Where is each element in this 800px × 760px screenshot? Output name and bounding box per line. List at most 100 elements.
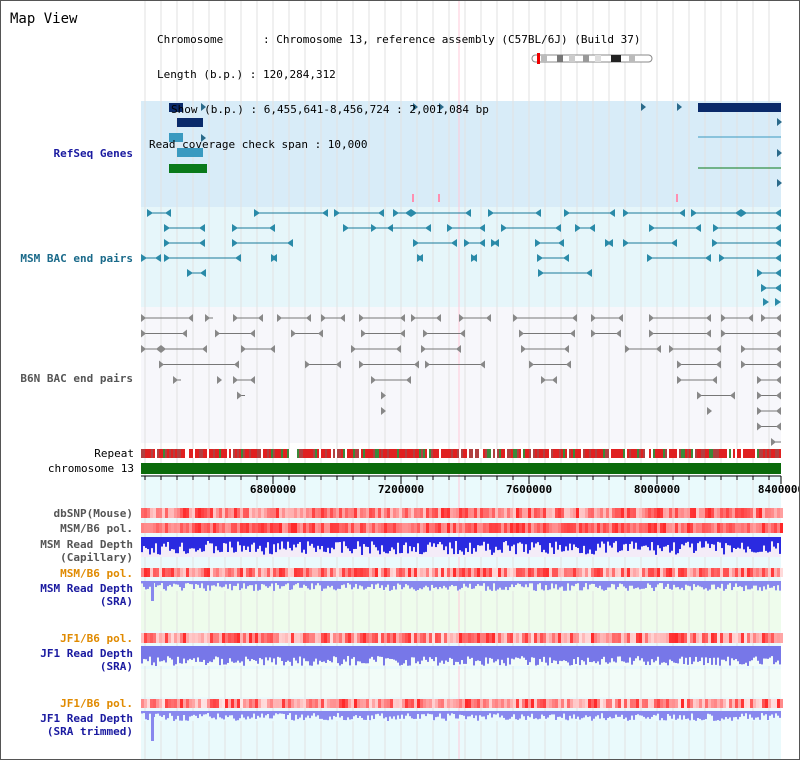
depth-bar <box>391 537 393 548</box>
msm-bac-features[interactable] <box>141 209 781 306</box>
refseq-genes-label: RefSeq Genes <box>53 147 133 160</box>
depth-bar <box>763 537 765 546</box>
heatmap-cell <box>516 633 519 643</box>
depth-bar <box>775 537 777 549</box>
heatmap-cell <box>675 568 678 577</box>
depth-bar <box>645 711 647 719</box>
heatmap-cell <box>660 633 663 643</box>
heatmap-cell <box>435 508 438 518</box>
heatmap-cell <box>405 568 408 577</box>
bac-end <box>381 407 386 415</box>
depth-bar <box>689 537 691 548</box>
repeat-block <box>669 449 671 458</box>
heatmap-cell <box>201 633 204 643</box>
heatmap-cell <box>654 699 657 708</box>
depth-bar <box>657 581 659 585</box>
depth-bar <box>463 581 465 584</box>
repeat-block <box>723 449 725 458</box>
depth-bar <box>259 537 261 546</box>
repeat-block <box>431 449 433 458</box>
heatmap-cell <box>582 523 585 533</box>
repeat-block <box>245 449 247 458</box>
gene-feature <box>698 103 781 112</box>
depth-bar <box>583 646 585 662</box>
depth-bar <box>255 646 257 661</box>
depth-bar <box>281 581 283 587</box>
repeat-block <box>685 449 687 458</box>
refseq-genes-features[interactable] <box>169 103 782 202</box>
depth-bar <box>381 711 383 714</box>
heatmap-cell <box>561 523 564 533</box>
bac-end <box>451 239 457 247</box>
repeat-block <box>435 449 437 458</box>
depth-bar <box>643 537 645 546</box>
heatmap-cell <box>681 699 684 708</box>
depth-bar <box>369 646 371 659</box>
heatmap-cell <box>213 508 216 518</box>
bac-end <box>393 209 399 217</box>
bac-end <box>575 224 581 232</box>
heatmap-cell <box>174 523 177 533</box>
repeat-block <box>519 449 521 458</box>
depth-bar <box>231 537 233 548</box>
repeat-block <box>359 449 361 458</box>
depth-bar <box>257 646 259 664</box>
depth-bar <box>219 646 221 666</box>
depth-bar <box>703 646 705 666</box>
depth-bar <box>377 581 379 584</box>
heatmap-cell <box>216 508 219 518</box>
depth-bar <box>513 581 515 588</box>
depth-bar <box>545 581 547 586</box>
repeat-block <box>191 449 193 458</box>
repeat-block <box>599 449 601 458</box>
depth-bar <box>377 537 379 551</box>
bac-end <box>706 329 711 338</box>
depth-bar <box>347 537 349 549</box>
heatmap-cell <box>468 699 471 708</box>
depth-bar <box>195 581 197 585</box>
depth-bar <box>731 537 733 553</box>
heatmap-cell <box>450 568 453 577</box>
heatmap-cell <box>489 633 492 643</box>
heatmap-cell <box>555 508 558 518</box>
depth-bar <box>607 711 609 719</box>
chromosome-ideogram[interactable] <box>531 53 655 65</box>
repeat-block <box>475 449 477 458</box>
depth-bar <box>625 646 627 663</box>
heatmap-cell <box>723 633 726 643</box>
heatmap-cell <box>177 523 180 533</box>
repeat-block <box>317 449 319 458</box>
heatmap-cell <box>393 568 396 577</box>
depth-bar <box>719 711 721 721</box>
depth-bar <box>191 646 193 660</box>
heatmap-cell <box>591 523 594 533</box>
heatmap-cell <box>210 633 213 643</box>
depth-bar <box>347 711 349 718</box>
heatmap-cell <box>270 508 273 518</box>
bac-end <box>161 345 166 353</box>
heatmap-cell <box>384 568 387 577</box>
depth-bar <box>597 581 599 588</box>
heatmap-cell <box>543 523 546 533</box>
depth-bar <box>413 581 415 590</box>
depth-bar <box>487 711 489 716</box>
b6n-bac-features[interactable] <box>141 314 781 446</box>
depth-bar <box>303 711 305 721</box>
heatmap-cell <box>450 523 453 533</box>
depth-bar <box>323 537 325 552</box>
heatmap-cell <box>297 633 300 643</box>
heatmap-cell <box>309 508 312 518</box>
depth-bar <box>361 711 363 718</box>
depth-bar <box>259 646 261 658</box>
heatmap-cell <box>453 568 456 577</box>
repeat-block <box>743 449 745 458</box>
depth-bar <box>659 581 661 584</box>
heatmap-cell <box>708 523 711 533</box>
heatmap-cell <box>696 633 699 643</box>
heatmap-cell <box>447 633 450 643</box>
depth-bar <box>585 711 587 716</box>
depth-bar <box>207 711 209 714</box>
repeat-block <box>239 449 241 458</box>
heatmap-cell <box>396 523 399 533</box>
